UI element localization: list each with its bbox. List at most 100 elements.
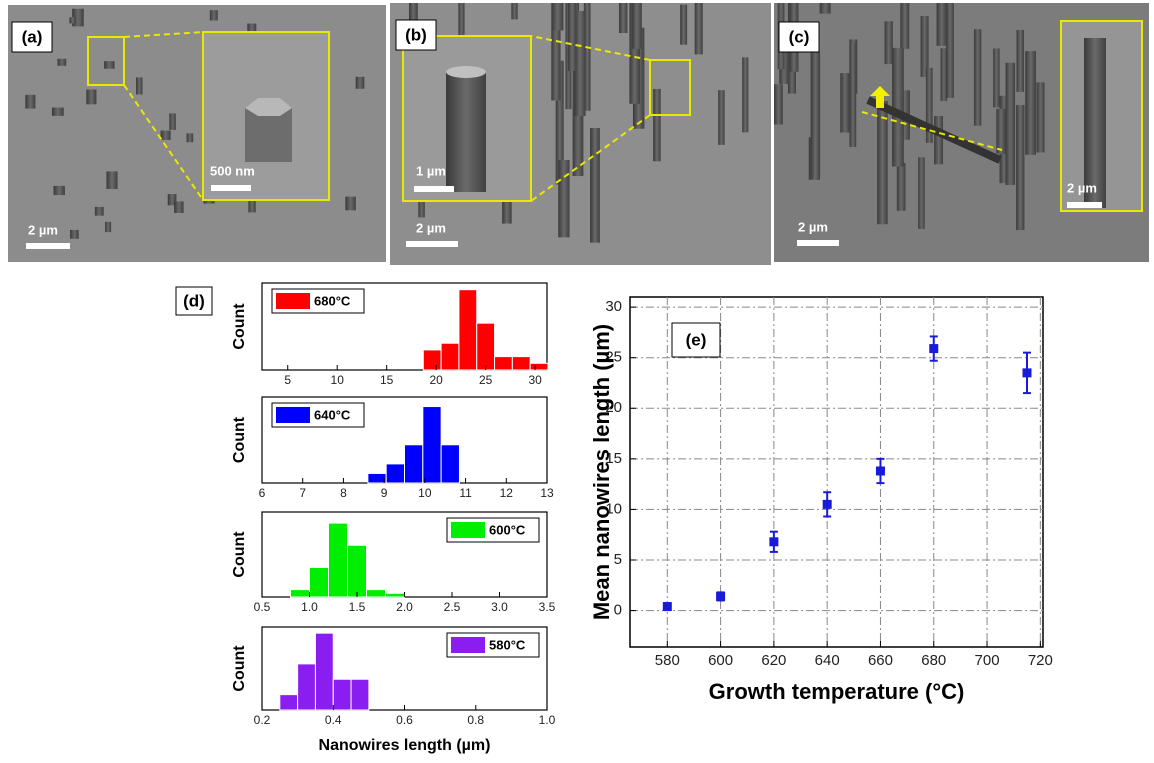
x-tick-label: 720: [1028, 652, 1053, 669]
pillar: [680, 4, 688, 45]
pillar: [248, 196, 256, 213]
bar: [328, 522, 348, 598]
y-axis-label: Count: [231, 531, 248, 578]
pillar: [653, 88, 661, 162]
zoom-line: [530, 114, 651, 202]
bar: [367, 472, 387, 484]
pillar: [996, 108, 1006, 154]
pillar: [558, 159, 570, 238]
pillar: [25, 94, 36, 109]
pillar: [106, 171, 118, 190]
point: [822, 499, 832, 509]
bar: [529, 362, 549, 371]
pillar: [53, 185, 65, 196]
pillar: [629, 3, 640, 104]
pillar: [160, 130, 171, 140]
x-tick-label: 8: [340, 486, 347, 500]
zoom-line: [530, 35, 651, 61]
pillar: [1036, 82, 1045, 153]
x-tick-label: 10: [418, 486, 432, 500]
zoom-box: [87, 36, 125, 86]
pillar: [973, 29, 982, 126]
y-axis-label: Count: [231, 416, 248, 463]
pillar: [884, 21, 893, 65]
scale-bar: [414, 186, 454, 192]
x-tick-label: 0.8: [467, 713, 484, 727]
scale-text: 2 µm: [416, 220, 446, 235]
x-tick-label: 620: [761, 652, 786, 669]
pillar: [247, 23, 257, 33]
y-tick-label: 30: [605, 298, 622, 315]
bar: [404, 444, 424, 484]
scale-bar: [797, 240, 839, 246]
pillar: [555, 60, 564, 185]
scale-text: 2 µm: [1067, 180, 1097, 195]
bar: [385, 592, 405, 598]
point: [769, 537, 779, 547]
x-tick-label: 10: [331, 373, 345, 387]
pillar: [136, 77, 143, 95]
bar: [494, 356, 513, 371]
y-tick-label: 5: [614, 551, 622, 568]
pillar: [1016, 29, 1024, 92]
x-tick-label: 9: [381, 486, 388, 500]
panel-label: (a): [22, 27, 43, 46]
panel-label: (d): [183, 291, 205, 310]
x-tick-label: 0.2: [254, 713, 271, 727]
y-tick-label: 10: [605, 500, 622, 517]
pillar: [104, 61, 115, 69]
pillar: [446, 72, 486, 192]
scale-bar: [1067, 202, 1102, 208]
point: [662, 602, 672, 612]
pillar: [186, 133, 194, 143]
x-tick-label: 5: [284, 373, 291, 387]
x-tick-label: 0.4: [325, 713, 342, 727]
x-tick-label: 1.0: [539, 713, 556, 727]
pillar-top: [446, 66, 486, 78]
bar: [314, 632, 334, 711]
pillar: [892, 47, 904, 167]
x-axis-label: Nanowires length (µm): [319, 737, 491, 754]
inset: [202, 31, 330, 201]
nanowire: [866, 96, 1002, 164]
legend-text: 680°C: [314, 293, 351, 308]
bar: [297, 663, 316, 711]
pillar: [946, 3, 954, 98]
pillar: [72, 8, 84, 27]
pillar: [51, 107, 64, 116]
pillar: [70, 229, 79, 239]
pillar: [631, 3, 642, 49]
bar: [422, 349, 442, 371]
pillar: [920, 16, 929, 77]
legend-swatch: [451, 637, 485, 653]
pillar: [810, 51, 821, 179]
scale-bar: [26, 243, 70, 249]
y-tick-label: 25: [605, 349, 622, 366]
pillar: [355, 76, 365, 89]
scale-text: 1 µm: [416, 163, 446, 178]
pillar: [993, 48, 1000, 108]
bar: [440, 342, 460, 371]
pillar: [940, 48, 948, 101]
legend-text: 640°C: [314, 407, 351, 422]
x-axis-label: Growth temperature (°C): [709, 679, 965, 704]
label-box: [395, 19, 437, 51]
legend-swatch: [276, 407, 310, 423]
x-tick-label: 2.5: [444, 600, 461, 614]
pillar: [551, 3, 561, 101]
pillar: [819, 3, 831, 14]
pillar: [567, 3, 577, 72]
pillar: [69, 17, 76, 24]
pillar: [925, 67, 933, 143]
pillar: [742, 57, 749, 133]
pillar: [934, 115, 944, 165]
pillar: [209, 10, 218, 21]
x-tick-label: 580: [655, 652, 680, 669]
x-tick-label: 0.6: [396, 713, 413, 727]
pillar: [1005, 62, 1016, 185]
pillar: [590, 128, 600, 243]
bar: [422, 406, 442, 484]
bar: [279, 694, 299, 711]
x-tick-label: 25: [479, 373, 493, 387]
label-box: [175, 286, 213, 316]
